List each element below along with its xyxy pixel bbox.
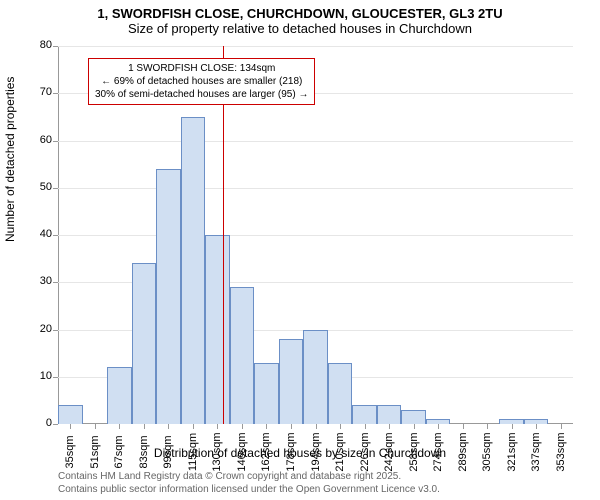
histogram-bar bbox=[107, 367, 132, 424]
x-tick-mark bbox=[365, 424, 366, 429]
title-line2: Size of property relative to detached ho… bbox=[0, 21, 600, 36]
x-tick-mark bbox=[291, 424, 292, 429]
x-tick-mark bbox=[217, 424, 218, 429]
y-axis-label: Number of detached properties bbox=[3, 77, 17, 242]
y-tick-mark bbox=[53, 282, 58, 283]
y-tick-mark bbox=[53, 235, 58, 236]
histogram-bar bbox=[132, 263, 157, 424]
x-tick-mark bbox=[193, 424, 194, 429]
x-tick-label: 258sqm bbox=[408, 432, 420, 472]
annotation-line3: 30% of semi-detached houses are larger (… bbox=[95, 88, 308, 101]
x-tick-label: 321sqm bbox=[506, 432, 518, 472]
y-tick-label: 80 bbox=[22, 39, 52, 51]
title-line1: 1, SWORDFISH CLOSE, CHURCHDOWN, GLOUCEST… bbox=[0, 6, 600, 21]
footer: Contains HM Land Registry data © Crown c… bbox=[58, 470, 440, 496]
y-tick-label: 50 bbox=[22, 181, 52, 193]
histogram-bar bbox=[156, 169, 181, 424]
histogram-bar bbox=[230, 287, 255, 424]
x-tick-mark bbox=[70, 424, 71, 429]
gridline bbox=[58, 141, 573, 142]
x-tick-label: 194sqm bbox=[310, 432, 322, 472]
x-tick-label: 178sqm bbox=[285, 432, 297, 472]
gridline bbox=[58, 188, 573, 189]
x-tick-label: 83sqm bbox=[138, 432, 150, 472]
y-tick-mark bbox=[53, 330, 58, 331]
x-tick-label: 337sqm bbox=[530, 432, 542, 472]
y-tick-label: 40 bbox=[22, 228, 52, 240]
x-tick-mark bbox=[414, 424, 415, 429]
annotation-line1: 1 SWORDFISH CLOSE: 134sqm bbox=[95, 62, 308, 75]
y-tick-label: 60 bbox=[22, 134, 52, 146]
histogram-bar bbox=[401, 410, 426, 424]
x-tick-mark bbox=[242, 424, 243, 429]
plot-area: 1 SWORDFISH CLOSE: 134sqm ← 69% of detac… bbox=[58, 46, 573, 424]
x-tick-label: 289sqm bbox=[457, 432, 469, 472]
x-tick-label: 130sqm bbox=[211, 432, 223, 472]
histogram-bar bbox=[328, 363, 353, 424]
x-tick-label: 99sqm bbox=[162, 432, 174, 472]
x-tick-label: 353sqm bbox=[555, 432, 567, 472]
y-tick-label: 70 bbox=[22, 86, 52, 98]
histogram-bar bbox=[205, 235, 230, 424]
x-tick-label: 305sqm bbox=[481, 432, 493, 472]
chart-container: 1, SWORDFISH CLOSE, CHURCHDOWN, GLOUCEST… bbox=[0, 0, 600, 500]
x-tick-mark bbox=[463, 424, 464, 429]
y-tick-mark bbox=[53, 93, 58, 94]
histogram-bar bbox=[377, 405, 402, 424]
histogram-bar bbox=[352, 405, 377, 424]
x-tick-label: 146sqm bbox=[236, 432, 248, 472]
y-tick-label: 0 bbox=[22, 417, 52, 429]
x-tick-mark bbox=[168, 424, 169, 429]
x-tick-label: 274sqm bbox=[432, 432, 444, 472]
gridline bbox=[58, 235, 573, 236]
y-tick-mark bbox=[53, 188, 58, 189]
x-tick-mark bbox=[536, 424, 537, 429]
x-tick-mark bbox=[95, 424, 96, 429]
x-tick-mark bbox=[144, 424, 145, 429]
x-tick-mark bbox=[119, 424, 120, 429]
y-tick-mark bbox=[53, 46, 58, 47]
x-tick-label: 242sqm bbox=[383, 432, 395, 472]
x-tick-label: 51sqm bbox=[89, 432, 101, 472]
x-tick-mark bbox=[512, 424, 513, 429]
histogram-bar bbox=[181, 117, 206, 424]
x-tick-label: 67sqm bbox=[113, 432, 125, 472]
x-tick-label: 35sqm bbox=[64, 432, 76, 472]
x-tick-label: 115sqm bbox=[187, 432, 199, 472]
chart-title: 1, SWORDFISH CLOSE, CHURCHDOWN, GLOUCEST… bbox=[0, 0, 600, 36]
x-tick-mark bbox=[438, 424, 439, 429]
footer-line2: Contains public sector information licen… bbox=[58, 483, 440, 496]
y-tick-mark bbox=[53, 424, 58, 425]
x-tick-mark bbox=[266, 424, 267, 429]
histogram-bar bbox=[279, 339, 304, 424]
x-tick-mark bbox=[389, 424, 390, 429]
x-tick-label: 210sqm bbox=[334, 432, 346, 472]
x-tick-mark bbox=[487, 424, 488, 429]
annotation-line2: ← 69% of detached houses are smaller (21… bbox=[95, 75, 308, 88]
x-tick-mark bbox=[340, 424, 341, 429]
x-tick-label: 162sqm bbox=[260, 432, 272, 472]
y-tick-label: 30 bbox=[22, 275, 52, 287]
annotation-box: 1 SWORDFISH CLOSE: 134sqm ← 69% of detac… bbox=[88, 58, 315, 105]
y-tick-label: 20 bbox=[22, 323, 52, 335]
y-tick-mark bbox=[53, 141, 58, 142]
y-tick-mark bbox=[53, 377, 58, 378]
x-tick-mark bbox=[316, 424, 317, 429]
histogram-bar bbox=[303, 330, 328, 425]
gridline bbox=[58, 46, 573, 47]
y-tick-label: 10 bbox=[22, 370, 52, 382]
histogram-bar bbox=[58, 405, 83, 424]
histogram-bar bbox=[254, 363, 279, 424]
x-tick-mark bbox=[561, 424, 562, 429]
x-tick-label: 226sqm bbox=[359, 432, 371, 472]
